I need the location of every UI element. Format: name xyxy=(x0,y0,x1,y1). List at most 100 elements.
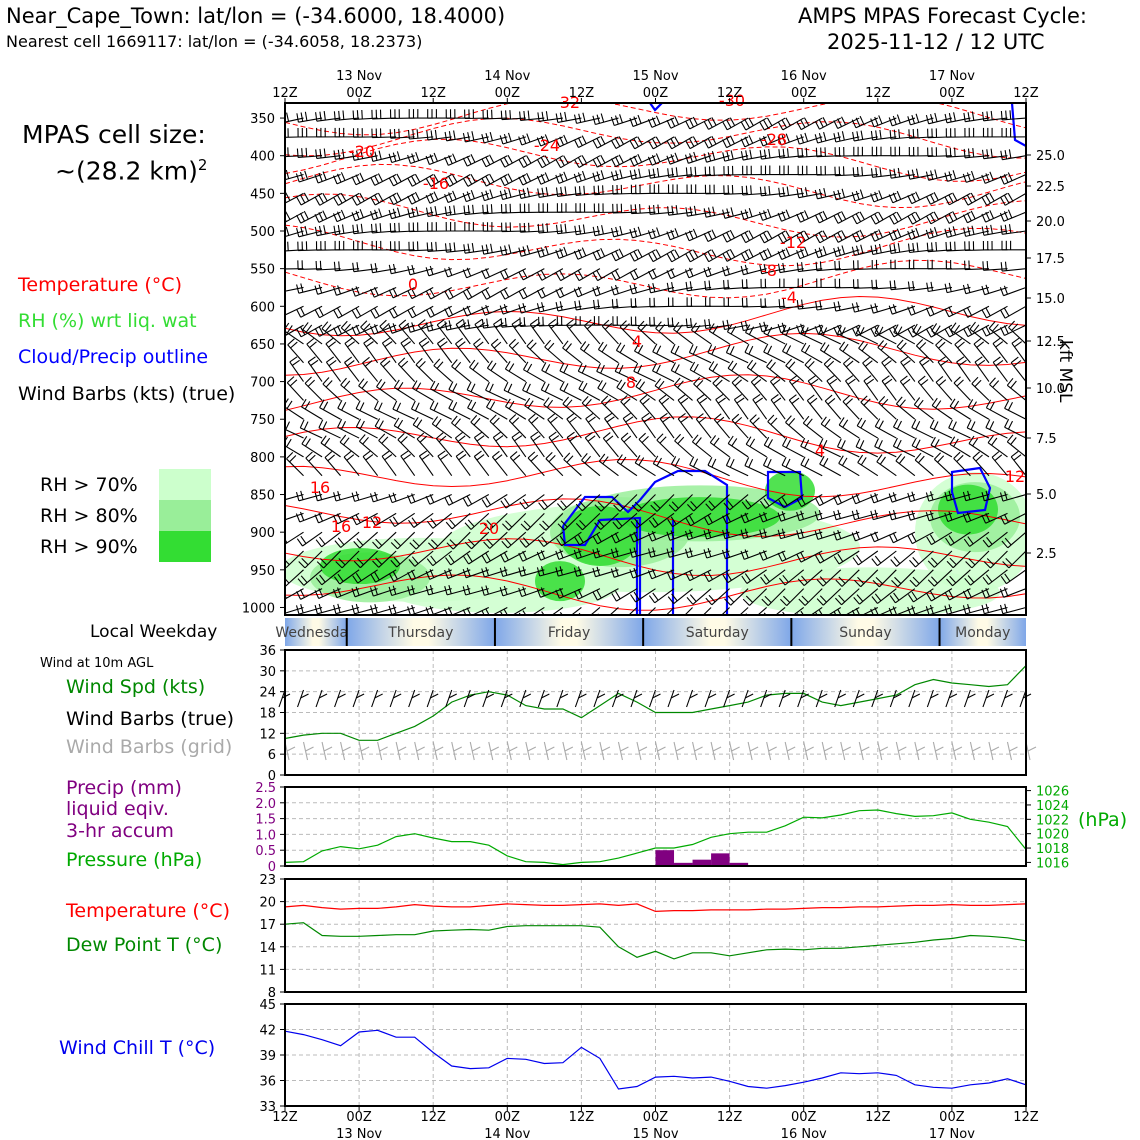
wind-barb-flag xyxy=(892,492,897,501)
wind-barb-flag xyxy=(396,402,402,412)
wind-barb-flag xyxy=(448,518,456,527)
wind-barb-flag xyxy=(577,566,582,576)
wind-barb-flag xyxy=(485,304,490,314)
wind-barb-shaft xyxy=(391,324,415,334)
wind-barb-shaft xyxy=(301,406,323,420)
wind-barb-shaft xyxy=(798,192,823,199)
wind-barb-flag xyxy=(584,431,593,439)
wind-barb-flag xyxy=(778,499,784,508)
wind-barb-flag xyxy=(462,586,467,596)
wind-barb xyxy=(666,152,693,165)
wind-barb-flag xyxy=(278,114,280,123)
wind-barb-flag xyxy=(724,598,732,606)
wind-barb-shaft xyxy=(684,607,693,615)
wind-barb xyxy=(703,229,730,242)
wind-barb xyxy=(674,433,693,458)
wind-barb xyxy=(914,452,934,477)
wind-barb-flag xyxy=(966,512,972,521)
wind-barb-shaft xyxy=(652,351,675,364)
wind-barb-flag xyxy=(796,530,800,540)
wind-barb-shaft xyxy=(411,408,434,420)
wind-barb-flag xyxy=(814,189,818,199)
wind-barb-shaft xyxy=(709,442,730,458)
wind-barb-shaft xyxy=(707,352,730,364)
wind-barb-flag xyxy=(745,499,752,507)
wind-barb xyxy=(499,268,527,280)
wind-barb-shaft xyxy=(324,457,341,477)
wind-barb-flag xyxy=(372,560,380,568)
wind-barb-flag xyxy=(948,282,952,292)
wind-barb xyxy=(983,550,1008,569)
wind-barb-flag xyxy=(444,131,448,141)
wind-barb xyxy=(760,569,786,585)
wind-barb-flag xyxy=(707,548,712,557)
wind-barb-flag xyxy=(670,118,676,127)
wind-barb xyxy=(1001,240,1026,251)
wind-barb-flag xyxy=(613,504,621,512)
wind-barb xyxy=(295,511,323,523)
wind-barb-flag xyxy=(740,151,744,161)
wind-barb xyxy=(444,584,471,596)
wind-barb-flag xyxy=(278,492,280,501)
wind-barb-flag xyxy=(823,131,827,141)
wind-barb-shaft xyxy=(724,192,749,195)
wind-barb-flag xyxy=(359,192,365,202)
wind-barb xyxy=(740,512,767,524)
wind-barb-flag xyxy=(781,511,786,520)
wind-barb-flag xyxy=(587,416,596,423)
wind-barb-flag xyxy=(540,550,546,559)
wind-barb-flag xyxy=(278,216,282,224)
wind-barb xyxy=(725,344,749,364)
wind-barb-flag xyxy=(948,589,954,599)
wind-barb-flag xyxy=(505,520,513,528)
wind-barb-flag xyxy=(416,129,419,139)
wind-barb xyxy=(523,361,545,383)
wind-barb xyxy=(981,192,1008,206)
wind-barb xyxy=(408,241,434,252)
wind-barb-flag xyxy=(651,530,657,540)
wind-barb-flag xyxy=(407,265,411,275)
wind-barb-flag xyxy=(638,457,645,466)
wind-barb-shaft xyxy=(318,427,341,439)
wind-barb-flag xyxy=(692,249,699,258)
wind-barb xyxy=(486,399,508,420)
wind-barb xyxy=(611,298,638,309)
wind-barb xyxy=(462,154,490,167)
wind-barb-flag xyxy=(944,491,948,501)
wind-barb xyxy=(752,393,768,420)
wind-barb xyxy=(963,531,990,547)
wind-barb xyxy=(278,112,304,123)
wind-barb-flag xyxy=(888,607,893,615)
wind-barb xyxy=(592,170,619,182)
wind-barb xyxy=(981,490,1008,502)
wind-barb xyxy=(641,412,656,439)
wind-barb xyxy=(501,222,526,233)
wind-barb-flag xyxy=(503,609,509,615)
wind-barb-flag xyxy=(379,319,387,327)
wind-barb-flag xyxy=(938,341,946,349)
wind-barb-flag xyxy=(655,153,661,163)
wind-barb xyxy=(369,491,397,503)
wind-barb-flag xyxy=(518,587,523,597)
wind-barb-shaft xyxy=(764,230,786,244)
wind-barb-flag xyxy=(407,494,412,504)
isotherm-14 xyxy=(285,574,1026,611)
wind-barb-flag xyxy=(926,536,932,545)
wind-barb xyxy=(740,528,767,539)
wind-barb xyxy=(666,268,693,280)
wind-barb-shaft xyxy=(691,329,712,345)
wind-barb-flag xyxy=(436,318,445,326)
wind-barb-flag xyxy=(974,379,982,388)
wind-barb xyxy=(907,168,934,180)
wind-barb-shaft xyxy=(559,588,582,599)
wind-barb xyxy=(351,491,378,502)
wind-barb xyxy=(285,531,304,545)
wind-barb-flag xyxy=(606,416,615,423)
wind-barb-flag xyxy=(286,452,294,460)
wind-barb-shaft xyxy=(409,249,434,252)
wind-barb-flag xyxy=(871,558,878,567)
wind-barb-flag xyxy=(546,223,549,233)
wind-barb xyxy=(464,512,490,530)
wind-barb xyxy=(833,211,860,224)
wind-barb-flag xyxy=(274,360,281,365)
